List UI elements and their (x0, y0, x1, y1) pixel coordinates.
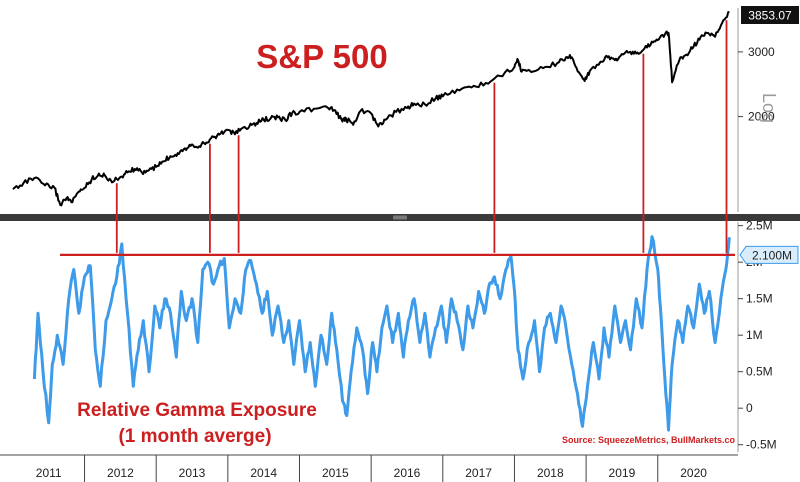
gamma-y-tick-label-1.5M: 1.5M (746, 292, 773, 306)
x-axis-label-2012: 2012 (107, 466, 134, 480)
gamma-y-tick-label-1M: 1M (746, 328, 763, 342)
x-axis: 2011 2012 2013 2014 2015 2016 2017 2018 2019 2020 (0, 454, 738, 482)
spx-scale-label: Log (759, 93, 779, 123)
x-axis-labels: 2011 2012 2013 2014 2015 2016 2017 2018 2019 2020 (36, 455, 707, 482)
x-axis-label-2018: 2018 (537, 466, 564, 480)
spx-y-tick-label-3000: 3000 (748, 45, 775, 59)
spx-price-line (12, 11, 730, 207)
gamma-ref-badge-bg (739, 245, 799, 264)
gamma-exposure-line (32, 235, 731, 432)
gamma-ref-badge: 2.100M (739, 245, 799, 264)
spx-last-value-badge: 3853.07 (741, 6, 799, 24)
spx-y-tick-label-2000: 2000 (748, 110, 775, 124)
x-axis-label-2011: 2011 (36, 466, 62, 480)
spike-annotations (115, 20, 728, 253)
x-axis-label-2020: 2020 (680, 466, 707, 480)
x-axis-label-2014: 2014 (250, 466, 277, 480)
panel-divider (0, 214, 800, 221)
x-axis-label-2016: 2016 (394, 466, 421, 480)
gamma-y-tick-label--0.5M: -0.5M (746, 438, 777, 452)
gamma-y-tick-label-2.5M: 2.5M (746, 219, 773, 233)
x-axis-label-2015: 2015 (322, 466, 349, 480)
x-axis-label-2017: 2017 (465, 466, 492, 480)
gamma-subtitle: (1 month averge) (118, 426, 271, 447)
gamma-y-tick-label-0: 0 (746, 401, 753, 415)
gamma-y-tick-label-0.5M: 0.5M (746, 365, 773, 379)
gamma-ref-label: 2.100M (752, 248, 792, 262)
gamma-title: Relative Gamma Exposure (77, 400, 317, 421)
spx-y-axis: 2000 3000 (737, 8, 775, 212)
spx-last-value-label: 3853.07 (748, 9, 792, 23)
x-axis-label-2013: 2013 (179, 466, 206, 480)
x-axis-label-2019: 2019 (609, 466, 636, 480)
spx-title: S&P 500 (256, 38, 387, 75)
gamma-source: Source: SqueezeMetrics, BullMarkets.co (562, 435, 736, 445)
